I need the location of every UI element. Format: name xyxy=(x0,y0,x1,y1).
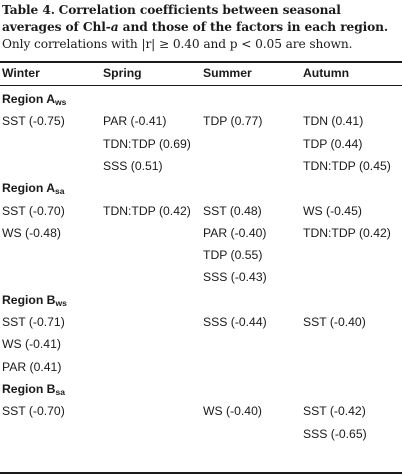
caption-title-part1: Correlation coefficients between seasona… xyxy=(2,3,341,34)
table-row: SST (-0.71) SSS (-0.44) SST (-0.40) xyxy=(0,311,402,333)
cell-summer: PAR (-0.40) xyxy=(203,225,267,240)
table-row: TDN:TDP (0.69) TDP (0.44) xyxy=(0,133,402,155)
cell-winter: SST (-0.70) xyxy=(2,203,65,218)
column-header-summer: Summer xyxy=(203,66,252,80)
cell-summer: TDP (0.77) xyxy=(203,114,263,129)
column-header-spring: Spring xyxy=(103,66,142,80)
region-name-text: Region A xyxy=(2,181,56,196)
table-row: WS (-0.41) xyxy=(0,333,402,355)
table-row: WS (-0.48) PAR (-0.40) TDN:TDP (0.42) xyxy=(0,222,402,244)
cell-spring: PAR (-0.41) xyxy=(103,114,167,129)
region-heading: Region Bws xyxy=(0,289,402,311)
region-name-subscript: sa xyxy=(55,386,65,397)
table-caption: Table 4. Correlation coefficients betwee… xyxy=(2,2,400,53)
cell-summer: WS (-0.40) xyxy=(203,404,262,419)
region-heading: Region Bsa xyxy=(0,378,402,400)
cell-summer: SSS (-0.44) xyxy=(203,315,267,329)
caption-title-italic: a xyxy=(110,20,119,34)
table-row: TDP (0.55) xyxy=(0,244,402,266)
cell-spring: TDN:TDP (0.42) xyxy=(103,203,191,218)
cell-autumn: WS (-0.45) xyxy=(303,203,362,218)
cell-autumn: SST (-0.42) xyxy=(303,404,366,419)
region-name-text: Region B xyxy=(2,292,56,307)
region-name-text: Region B xyxy=(2,381,56,396)
table-row: SSS (-0.65) xyxy=(0,423,402,445)
table-row: SST (-0.75) PAR (-0.41) TDP (0.77) TDN (0.4… xyxy=(0,110,402,132)
table-row: SST (-0.70) WS (-0.40) SST (-0.42) xyxy=(0,400,402,422)
column-header-autumn: Autumn xyxy=(303,66,350,80)
cell-winter: WS (-0.41) xyxy=(2,337,61,352)
cell-winter: SST (-0.71) xyxy=(2,315,65,329)
cell-winter: WS (-0.48) xyxy=(2,225,61,240)
cell-spring: SSS (0.51) xyxy=(103,158,163,173)
cell-summer: SSS (-0.43) xyxy=(203,270,267,285)
cell-winter: PAR (0.41) xyxy=(2,359,62,374)
region-name: Region Bws xyxy=(2,289,67,311)
header-rule xyxy=(0,85,402,86)
caption-label: Table 4. xyxy=(2,3,55,17)
cell-summer: TDP (0.55) xyxy=(203,248,263,263)
top-rule xyxy=(0,61,402,63)
region-heading: Region Aws xyxy=(0,88,402,110)
caption-title-part2: and those of the factors in each region. xyxy=(118,20,389,34)
table-row: SSS (-0.43) xyxy=(0,266,402,288)
table-row: PAR (0.41) xyxy=(0,356,402,378)
region-name-text: Region A xyxy=(2,92,56,106)
cell-winter: SST (-0.70) xyxy=(2,404,65,419)
region-heading: Region Asa xyxy=(0,177,402,199)
region-name: Region Aws xyxy=(2,88,66,110)
region-name: Region Bsa xyxy=(2,378,65,400)
region-name-subscript: ws xyxy=(55,297,67,308)
cell-autumn: SST (-0.40) xyxy=(303,315,366,329)
bottom-rule xyxy=(0,472,402,474)
cell-autumn: TDP (0.44) xyxy=(303,136,363,151)
table-row: SSS (0.51) TDN:TDP (0.45) xyxy=(0,155,402,177)
region-name-subscript: ws xyxy=(55,97,67,107)
cell-autumn: TDN:TDP (0.45) xyxy=(303,158,391,173)
cell-autumn: TDN (0.41) xyxy=(303,114,364,129)
cell-autumn: SSS (-0.65) xyxy=(303,426,367,441)
caption-note: Only correlations with |r| ≥ 0.40 and p … xyxy=(2,37,353,51)
table-header-row: Winter Spring Summer Autumn xyxy=(0,62,402,84)
region-name-subscript: sa xyxy=(55,186,65,197)
region-name: Region Asa xyxy=(2,177,65,199)
cell-summer: SST (0.48) xyxy=(203,203,262,218)
cell-winter: SST (-0.75) xyxy=(2,114,65,129)
cell-autumn: TDN:TDP (0.42) xyxy=(303,225,391,240)
table-row: SST (-0.70) TDN:TDP (0.42) SST (0.48) WS (-… xyxy=(0,200,402,222)
cell-spring: TDN:TDP (0.69) xyxy=(103,136,191,151)
column-header-winter: Winter xyxy=(2,66,40,80)
